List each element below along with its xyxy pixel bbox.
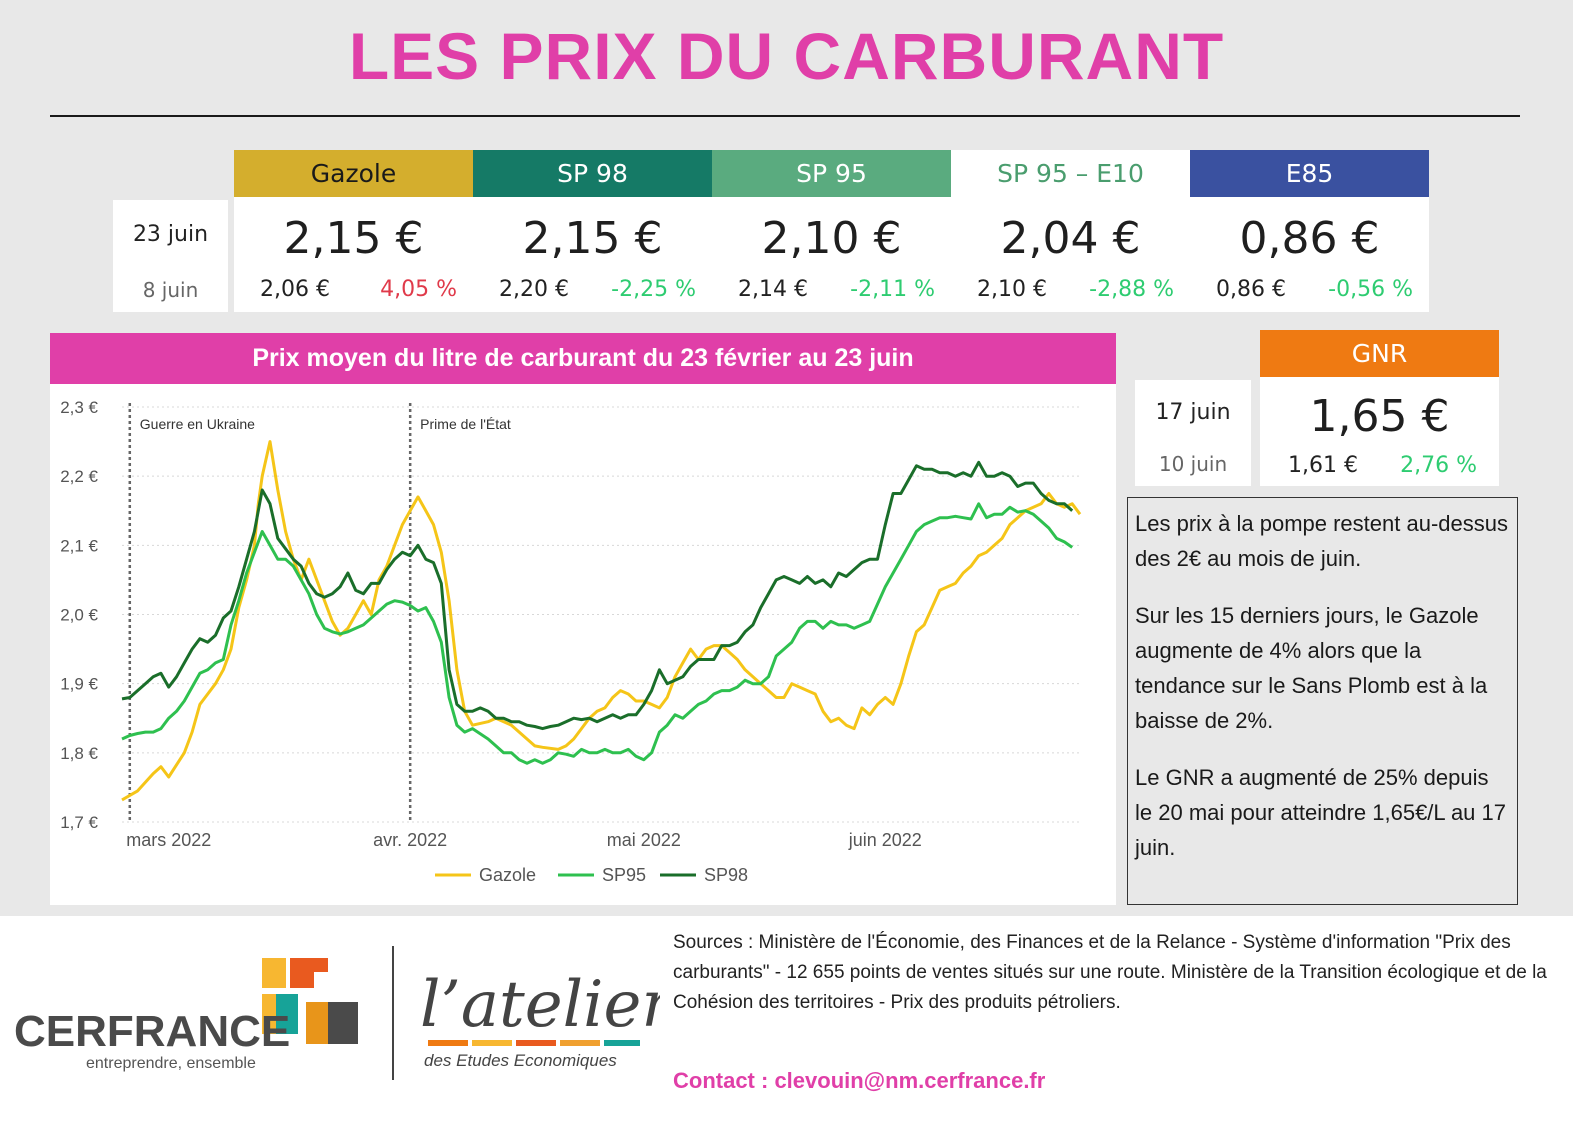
- fuel-variation: -2,11 %: [850, 277, 935, 302]
- atelier-wordmark: l’atelier: [420, 968, 660, 1042]
- page-title: LES PRIX DU CARBURANT: [348, 19, 1225, 93]
- series-line-sp95: [121, 502, 1074, 765]
- fuel-header: SP 95 – E10: [951, 150, 1190, 197]
- footer: CERFRANCE entreprendre, ensemble l’ateli…: [0, 916, 1573, 1125]
- annotation-label: Prime de l'État: [420, 416, 511, 432]
- y-tick-label: 1,7 €: [60, 813, 98, 832]
- fuel-price-box: 2,15 € 2,06 € 4,05 %: [234, 197, 473, 312]
- gnr-previous-price: 1,61 €: [1288, 453, 1358, 478]
- x-tick-label: mars 2022: [126, 830, 211, 850]
- fuel-previous-price: 2,06 €: [260, 277, 330, 302]
- legend-label: SP98: [704, 865, 748, 885]
- sources-text: Sources : Ministère de l'Économie, des F…: [673, 932, 1547, 1013]
- commentary-paragraph: Sur les 15 derniers jours, le Gazole aug…: [1135, 603, 1488, 733]
- dates-box: 23 juin 8 juin: [113, 200, 228, 312]
- x-tick-label: avr. 2022: [373, 830, 447, 850]
- cerfrance-tagline: entreprendre, ensemble: [86, 1055, 256, 1072]
- y-tick-label: 1,9 €: [60, 675, 98, 694]
- gnr-current-date: 17 juin: [1155, 400, 1231, 425]
- fuel-variation: 4,05 %: [380, 277, 457, 302]
- logo-divider: [392, 946, 394, 1080]
- y-tick-label: 2,1 €: [60, 536, 98, 555]
- fuel-price-box: 0,86 € 0,86 € -0,56 %: [1190, 197, 1429, 312]
- fuel-variation: -0,56 %: [1328, 277, 1413, 302]
- line-chart-svg: 1,7 € 1,8 € 1,9 € 2,0 € 2,1 € 2,2 € 2,3 € mars …: [60, 398, 1082, 885]
- x-tick-label: mai 2022: [607, 830, 681, 850]
- fuel-header: SP 98: [473, 150, 712, 197]
- fuel-name: SP 98: [557, 159, 628, 188]
- fuel-price-box: 2,15 € 2,20 € -2,25 %: [473, 197, 712, 312]
- gnr-variation: 2,76 %: [1400, 453, 1477, 478]
- fuel-previous-price: 0,86 €: [1216, 277, 1286, 302]
- fuel-name: E85: [1285, 159, 1334, 188]
- fuel-previous-price: 2,20 €: [499, 277, 569, 302]
- cerfrance-wordmark: CERFRANCE: [14, 1007, 290, 1056]
- fuel-variation: -2,88 %: [1089, 277, 1174, 302]
- gnr-price: 1,65 €: [1309, 391, 1450, 442]
- series-line-gazole: [121, 440, 1082, 802]
- atelier-subtitle: des Etudes Economiques: [424, 1051, 617, 1070]
- fuel-previous-price: 2,10 €: [977, 277, 1047, 302]
- chart-title: Prix moyen du litre de carburant du 23 f…: [50, 333, 1116, 384]
- fuel-price: 2,04 €: [1000, 213, 1141, 264]
- fuel-price: 2,10 €: [761, 213, 902, 264]
- fuel-name: Gazole: [310, 159, 397, 188]
- fuel-price: 2,15 €: [283, 213, 424, 264]
- y-tick-label: 1,8 €: [60, 744, 98, 763]
- gnr-price-box: 1,65 € 1,61 € 2,76 %: [1260, 377, 1499, 486]
- line-chart: 1,7 € 1,8 € 1,9 € 2,0 € 2,1 € 2,2 € 2,3 € mars …: [50, 384, 1116, 905]
- legend-label: Gazole: [479, 865, 536, 885]
- legend-label: SP95: [602, 865, 646, 885]
- fuel-price-box: 2,10 € 2,14 € -2,11 %: [712, 197, 951, 312]
- gnr-previous-date: 10 juin: [1158, 452, 1228, 476]
- fuel-variation: -2,25 %: [611, 277, 696, 302]
- fuel-header: E85: [1190, 150, 1429, 197]
- previous-date: 8 juin: [142, 278, 199, 302]
- gnr-name: GNR: [1351, 339, 1408, 368]
- series-line-sp98: [121, 460, 1074, 731]
- fuel-price: 2,15 €: [522, 213, 663, 264]
- gnr-dates-box: 17 juin 10 juin: [1135, 380, 1251, 486]
- y-tick-label: 2,3 €: [60, 398, 98, 417]
- fuel-name: SP 95: [796, 159, 867, 188]
- fuel-previous-price: 2,14 €: [738, 277, 808, 302]
- commentary-paragraph: Le GNR a augmenté de 25% depuis le 20 ma…: [1135, 765, 1507, 860]
- annotation-label: Guerre en Ukraine: [140, 416, 255, 432]
- x-tick-label: juin 2022: [848, 830, 922, 850]
- gnr-header: GNR: [1260, 330, 1499, 377]
- fuel-header: SP 95: [712, 150, 951, 197]
- cerfrance-logo: CERFRANCE entreprendre, ensemble: [14, 958, 358, 1072]
- current-date: 23 juin: [132, 222, 209, 247]
- title-divider: [50, 115, 1520, 117]
- y-tick-label: 2,2 €: [60, 467, 98, 486]
- fuel-price: 0,86 €: [1239, 213, 1380, 264]
- fuel-header: Gazole: [234, 150, 473, 197]
- contact-link[interactable]: Contact : clevouin@nm.cerfrance.fr: [673, 1068, 1046, 1093]
- commentary-box: Les prix à la pompe restent au-dessus de…: [1127, 497, 1518, 905]
- atelier-logo: l’atelier des Etudes Economiques: [420, 968, 660, 1070]
- fuel-price-box: 2,04 € 2,10 € -2,88 %: [951, 197, 1190, 312]
- commentary-paragraph: Les prix à la pompe restent au-dessus de…: [1135, 511, 1508, 571]
- fuel-name: SP 95 – E10: [997, 159, 1144, 188]
- y-tick-label: 2,0 €: [60, 606, 98, 625]
